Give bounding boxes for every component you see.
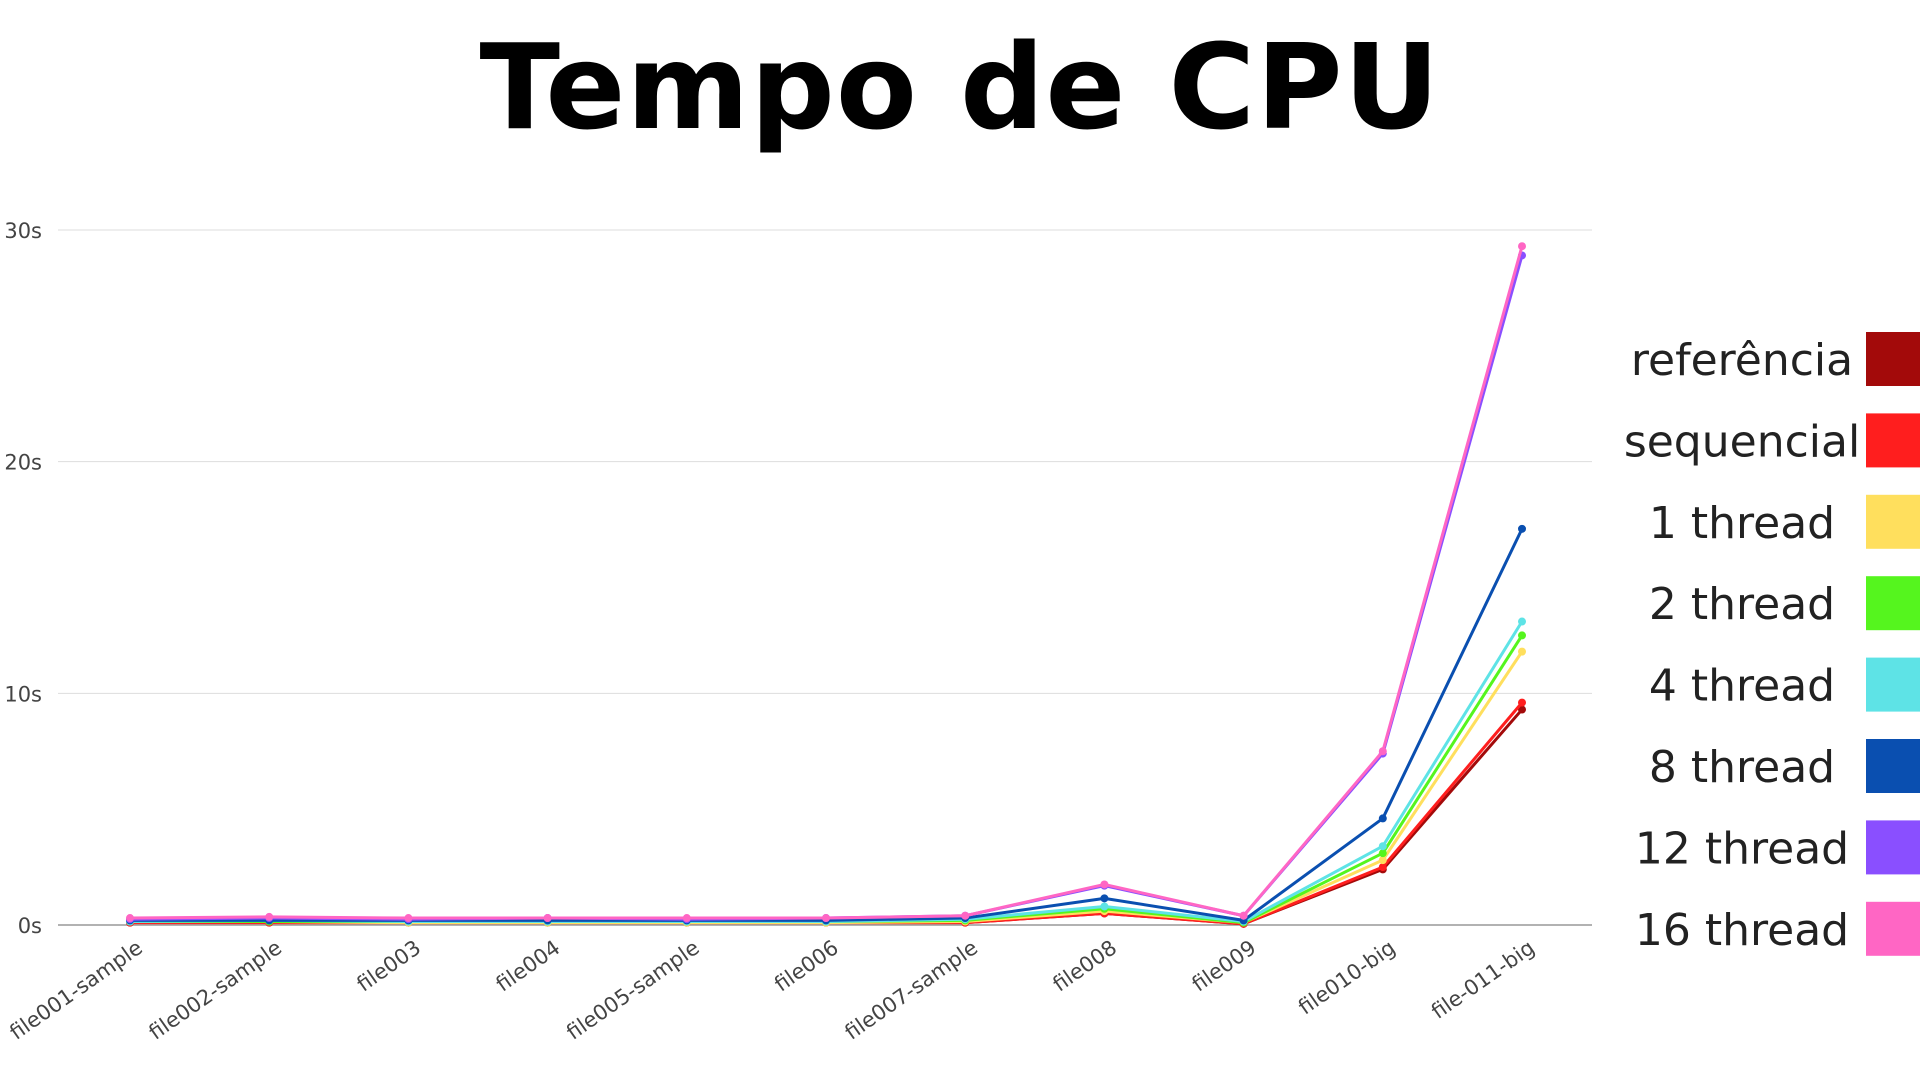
data-point <box>1518 705 1526 714</box>
series-line <box>129 255 1524 921</box>
y-tick-label: 0s <box>18 914 42 938</box>
legend-label: 16 thread <box>1635 905 1849 956</box>
data-point <box>961 911 970 920</box>
data-point <box>1378 849 1387 858</box>
series-group <box>126 242 1526 923</box>
y-tick-label: 10s <box>4 682 42 706</box>
legend-item: 12 thread <box>1635 820 1920 875</box>
legend-swatch <box>1866 739 1920 793</box>
legend-label: 12 thread <box>1635 823 1849 874</box>
legend-swatch <box>1866 576 1920 631</box>
legend-item: 1 thread <box>1649 494 1920 549</box>
legend-item: 8 thread <box>1649 739 1920 793</box>
data-point <box>1378 863 1387 872</box>
y-tick-label: 30s <box>4 219 42 243</box>
data-point <box>1100 894 1109 903</box>
legend-swatch <box>1866 413 1920 468</box>
x-tick-label: file-011-big <box>1427 935 1539 1023</box>
legend-item: referência <box>1631 332 1920 386</box>
x-tick-label: file007-sample <box>841 935 983 1044</box>
data-point <box>1378 842 1387 851</box>
legend-swatch <box>1866 332 1920 386</box>
data-point <box>1378 814 1387 823</box>
y-tick-label: 20s <box>4 451 42 475</box>
x-tick-label: file001-sample <box>5 935 147 1044</box>
x-tick-label: file002-sample <box>145 935 287 1044</box>
legend-item: sequencial <box>1624 413 1920 468</box>
data-point <box>1518 698 1526 707</box>
x-tick-label: file009 <box>1188 935 1261 996</box>
legend-item: 2 thread <box>1649 576 1920 631</box>
legend-label: 2 thread <box>1649 579 1835 630</box>
legend-item: 4 thread <box>1649 657 1920 712</box>
data-point <box>1518 617 1526 626</box>
x-tick-label: file008 <box>1048 935 1121 996</box>
data-point <box>1100 902 1109 911</box>
x-tick-label: file010-big <box>1294 935 1400 1019</box>
series-group <box>126 251 1526 924</box>
legend: referência sequencial 1 thread 2 thread 4 th… <box>1624 332 1920 956</box>
chart-title: Tempo de CPU <box>479 18 1441 156</box>
data-point <box>1239 911 1248 920</box>
series-line <box>130 650 1524 925</box>
legend-label: 1 thread <box>1649 498 1835 549</box>
data-point <box>1378 747 1387 756</box>
series-group <box>126 524 1526 925</box>
data-point <box>1100 880 1109 889</box>
series-line <box>129 245 1524 920</box>
legend-swatch <box>1866 494 1920 549</box>
legend-item: 16 thread <box>1635 901 1920 956</box>
data-point <box>1518 631 1526 640</box>
series-group <box>126 617 1526 926</box>
data-point <box>1518 647 1526 656</box>
legend-swatch <box>1866 901 1920 956</box>
series-group <box>126 647 1526 927</box>
data-point <box>822 914 830 923</box>
series-group <box>126 698 1526 928</box>
grid-lines <box>58 229 1592 926</box>
x-tick-label: file006 <box>770 935 843 996</box>
legend-label: sequencial <box>1624 416 1860 467</box>
data-point <box>1518 242 1526 251</box>
data-point <box>265 912 274 921</box>
data-point <box>404 914 413 923</box>
data-point <box>682 914 691 923</box>
data-point <box>543 914 552 923</box>
y-axis-labels: 0s 10s 20s 30s <box>4 219 42 938</box>
data-point <box>126 914 134 923</box>
series-line <box>129 620 1524 924</box>
data-point <box>1378 856 1387 865</box>
legend-swatch <box>1866 657 1920 712</box>
legend-label: 8 thread <box>1649 742 1835 793</box>
legend-label: 4 thread <box>1649 661 1835 712</box>
legend-label: referência <box>1631 335 1853 386</box>
series-line <box>130 528 1524 922</box>
series-lines <box>126 242 1526 928</box>
x-tick-label: file005-sample <box>562 935 704 1044</box>
legend-swatch <box>1866 820 1920 875</box>
series-line <box>130 634 1524 925</box>
x-tick-label: file003 <box>352 935 425 996</box>
data-point <box>1518 524 1526 533</box>
x-tick-label: file004 <box>492 935 565 996</box>
